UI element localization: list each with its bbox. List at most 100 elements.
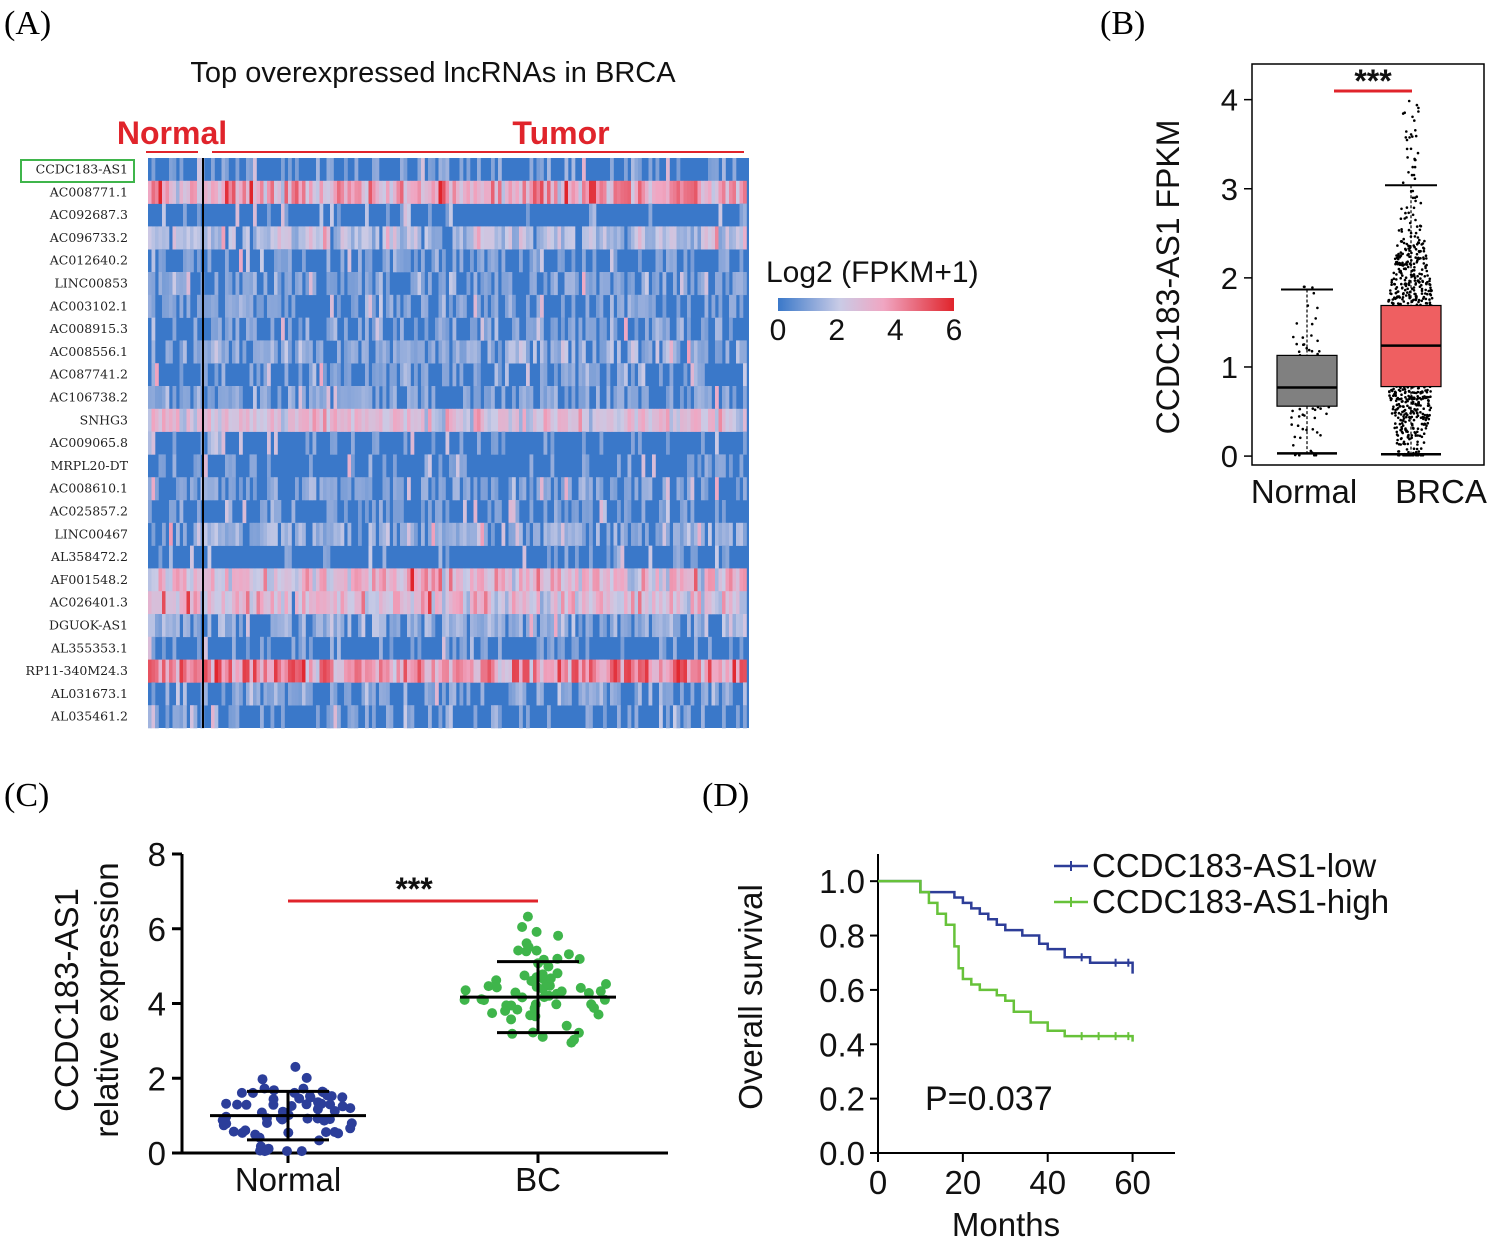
heatmap-cell [396,180,401,204]
heatmap-cell [547,226,551,250]
boxplot-point [1407,433,1410,437]
heatmap-cell [340,226,345,250]
heatmap-cell [186,249,191,273]
heatmap-cell [393,317,397,341]
heatmap-cell [603,682,607,706]
heatmap-cell [225,568,229,592]
boxplot-point [1421,280,1425,284]
boxplot-point [1413,266,1416,269]
heatmap-cell [239,522,243,546]
heatmap-cell [431,340,436,364]
heatmap-cell [519,522,523,546]
boxplot-point [1325,412,1328,416]
heatmap-cell [368,522,373,546]
dotplot-point [523,942,534,953]
boxplot-point [1295,342,1298,346]
heatmap-cell [389,568,394,592]
heatmap-cell [610,340,614,364]
boxplot-point [1420,289,1424,293]
heatmap-cell [389,636,394,660]
boxplot-point [1396,262,1400,266]
boxplot-boxes [1276,184,1442,456]
boxplot-point [1411,402,1414,405]
heatmap-cell [151,180,156,204]
heatmap-cell [414,614,418,638]
heatmap-cell [606,363,611,387]
heatmap-cell [585,477,590,501]
boxplot-point [1307,348,1311,352]
heatmap-cell [718,180,723,204]
heatmap-cell [309,591,313,615]
heatmap-cell [725,682,730,706]
heatmap-cell [704,477,709,501]
heatmap-cell [410,614,415,638]
heatmap-cell [204,522,208,546]
heatmap-cell [305,591,310,615]
heatmap-cell [711,158,716,182]
heatmap-cell [393,568,397,592]
heatmap-cell [431,522,436,546]
heatmap-cell [543,386,548,410]
heatmap-cell [375,431,380,455]
boxplot-point [1414,450,1418,454]
heatmap-cell [365,249,369,273]
heatmap-cell [459,454,464,478]
heatmap-cell [529,317,534,341]
boxplot-y-tick-label: 3 [1221,172,1238,207]
heatmap-cell [655,591,660,615]
heatmap-cell [463,294,467,318]
heatmap-cell [652,272,656,296]
heatmap-cell [631,226,635,250]
boxplot-point [1415,243,1419,246]
heatmap-cell [659,705,663,729]
heatmap-cell [578,386,583,410]
heatmap-cell [585,180,590,204]
boxplot-point [1400,287,1404,290]
heatmap-cell [610,408,614,432]
heatmap-cell [284,226,289,250]
heatmap-cell [655,659,660,683]
boxplot-point [1420,292,1424,295]
boxplot-point [1425,257,1428,260]
heatmap-cell [666,682,670,706]
heatmap-cell [319,340,324,364]
heatmap-cell [417,614,422,638]
heatmap-cell [284,363,289,387]
heatmap-cell [288,522,292,546]
heatmap-cell [151,249,156,273]
heatmap-cell [421,294,425,318]
heatmap-cell [162,386,166,410]
heatmap-cell [459,180,464,204]
survival-y-tick-label: 0.0 [819,1135,865,1172]
heatmap-cell [522,682,527,706]
heatmap-cell [333,386,338,410]
heatmap-cell [585,705,590,729]
heatmap-cell [372,408,376,432]
boxplot-point [1418,224,1422,228]
heatmap-cell [403,522,408,546]
heatmap-cell [281,317,285,341]
heatmap-cell [638,408,642,432]
heatmap-cell [491,431,495,455]
heatmap-cell [603,180,607,204]
heatmap-cell [375,408,380,432]
gene-label: AL355353.1 [50,640,128,655]
heatmap-cell [571,180,576,204]
heatmap-cell [627,226,632,250]
heatmap-cell [235,705,240,729]
heatmap-cell [295,477,299,501]
heatmap-cell [512,500,516,524]
heatmap-cell [697,591,702,615]
heatmap-cell [652,294,656,318]
heatmap-cell [627,386,632,410]
heatmap-cell [613,522,618,546]
heatmap-cell [172,705,177,729]
heatmap-cell [722,568,726,592]
boxplot-point [1399,276,1402,280]
heatmap-cell [631,659,635,683]
heatmap-cell [347,659,352,683]
heatmap-cell [211,705,215,729]
heatmap-cell [284,614,289,638]
heatmap-cell [274,500,278,524]
heatmap-cell [330,614,334,638]
